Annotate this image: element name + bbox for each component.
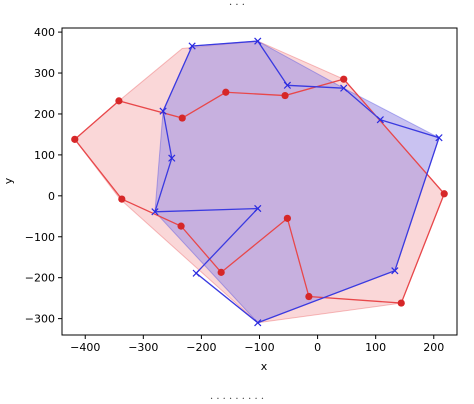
y-tick-label: 100 bbox=[34, 149, 55, 162]
series-1-point-9 bbox=[305, 292, 313, 301]
series-2-point-7 bbox=[391, 267, 399, 275]
series-1-point-8 bbox=[397, 299, 405, 307]
series-1-point-10 bbox=[283, 214, 291, 222]
series-1-point-2 bbox=[115, 97, 123, 105]
x-tick-label: −300 bbox=[128, 341, 158, 354]
y-tick-label: −300 bbox=[25, 313, 55, 326]
series-2-point-9 bbox=[192, 269, 200, 277]
x-axis-label: x bbox=[261, 360, 268, 373]
series-1-point-6 bbox=[340, 75, 348, 83]
y-tick-label: 300 bbox=[34, 67, 55, 80]
series-2-point-5 bbox=[376, 116, 384, 124]
x-tick-label: −100 bbox=[244, 341, 274, 354]
series-2-point-8 bbox=[254, 319, 262, 327]
series-2-point-12 bbox=[168, 154, 176, 162]
x-tick-label: 100 bbox=[365, 341, 386, 354]
hull-layer bbox=[74, 40, 445, 324]
series-1-point-11 bbox=[217, 268, 225, 276]
series-1-point-13 bbox=[118, 195, 126, 203]
y-tick-label: 0 bbox=[48, 190, 55, 203]
series-2-line bbox=[154, 40, 440, 324]
series-1-point-12 bbox=[177, 222, 185, 230]
top-text-fragment: · · · bbox=[229, 0, 245, 11]
series-2-point-11 bbox=[151, 208, 159, 216]
y-axis-label: y bbox=[2, 177, 15, 184]
plot-area bbox=[61, 27, 458, 336]
bottom-text-fragment: · · · · · · · · · bbox=[210, 394, 264, 404]
y-tick-label: 400 bbox=[34, 26, 55, 39]
markers-layer bbox=[71, 37, 448, 327]
y-tick-label: 200 bbox=[34, 108, 55, 121]
series-2-point-6 bbox=[435, 134, 443, 142]
series-lines-layer bbox=[74, 40, 445, 324]
series-1-point-1 bbox=[71, 135, 79, 143]
series-1-point-5 bbox=[281, 91, 289, 100]
x-tick-label: 0 bbox=[314, 341, 321, 354]
series-1-point-7 bbox=[440, 190, 448, 198]
series-2-point-3 bbox=[283, 81, 292, 89]
series-2-point-4 bbox=[340, 84, 348, 92]
series-2-point-2 bbox=[254, 37, 262, 45]
x-tick-label: −400 bbox=[70, 341, 100, 354]
series-2-point-1 bbox=[188, 42, 196, 50]
series-2-point-13 bbox=[159, 107, 167, 115]
x-tick-label: 200 bbox=[423, 341, 444, 354]
y-tick-label: −200 bbox=[25, 272, 55, 285]
y-tick-label: −100 bbox=[25, 231, 55, 244]
series-1-point-4 bbox=[222, 88, 230, 96]
x-axis: −400 −300 −200 −100 0 100 200 bbox=[70, 335, 444, 354]
series-2-point-10 bbox=[254, 204, 262, 213]
x-tick-label: −200 bbox=[186, 341, 216, 354]
y-axis: −300 −200 −100 0 100 200 300 400 bbox=[25, 26, 62, 326]
series-1-point-3 bbox=[178, 114, 186, 122]
series-1-line bbox=[74, 78, 445, 304]
